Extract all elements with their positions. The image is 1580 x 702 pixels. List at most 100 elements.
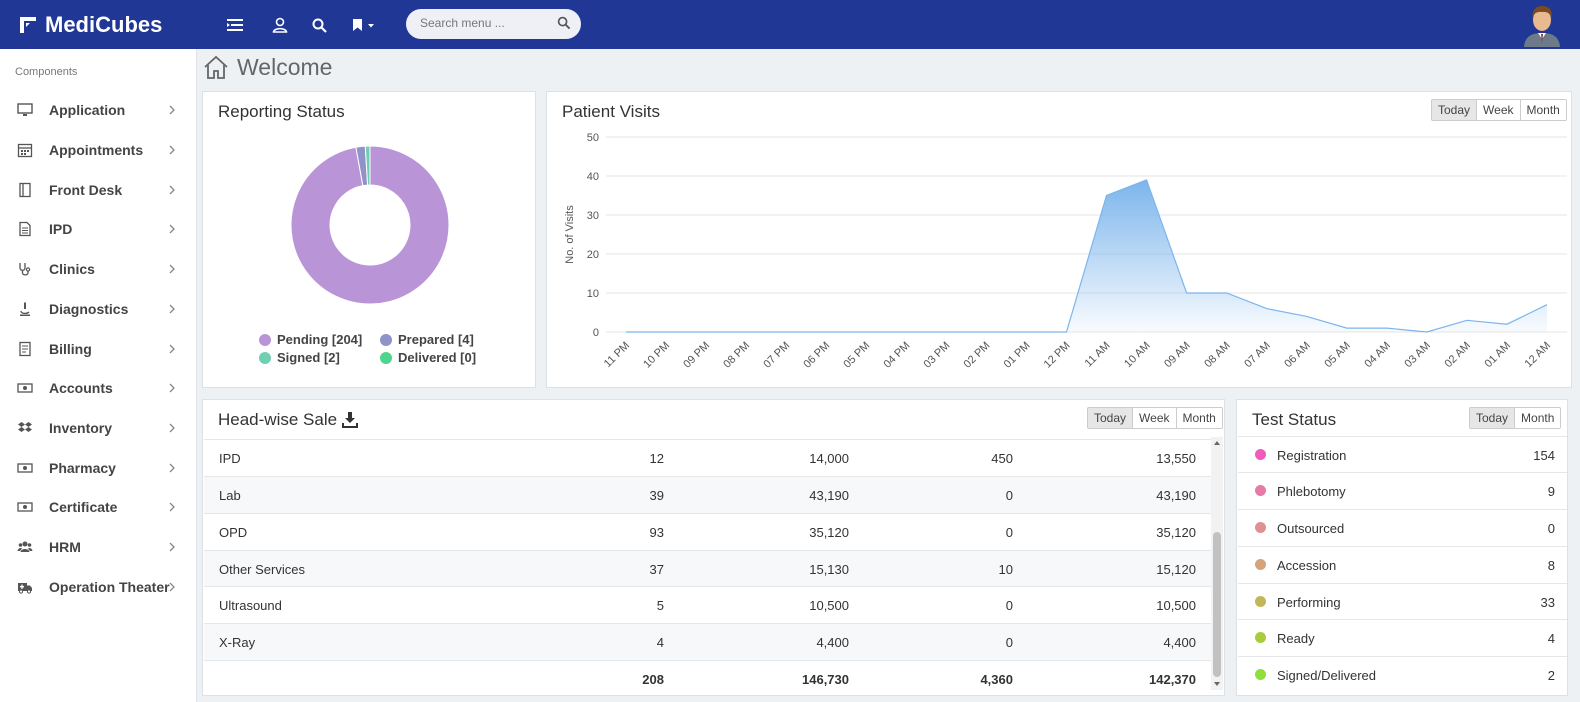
- status-label: Performing: [1277, 595, 1341, 610]
- sidebar-item-accounts[interactable]: Accounts: [0, 370, 197, 406]
- data-point[interactable]: [1060, 326, 1072, 338]
- user-avatar[interactable]: [1520, 3, 1564, 47]
- x-tick-label: 01 PM: [1002, 340, 1033, 371]
- sidebar-item-front-desk[interactable]: Front Desk: [0, 172, 197, 208]
- list-item[interactable]: Signed/Delivered 2: [1238, 656, 1567, 693]
- data-point[interactable]: [740, 326, 752, 338]
- legend-delivered[interactable]: Delivered [0]: [380, 350, 476, 365]
- list-item[interactable]: Registration 154: [1238, 436, 1567, 473]
- cell-head: Lab: [219, 488, 241, 503]
- tab-month[interactable]: Month: [1514, 408, 1561, 428]
- total-amount: 146,730: [802, 672, 849, 687]
- cell-net: 35,120: [1156, 525, 1196, 540]
- sidebar-item-clinics[interactable]: Clinics: [0, 251, 197, 287]
- tab-week[interactable]: Week: [1132, 408, 1176, 428]
- sidebar-item-inventory[interactable]: Inventory: [0, 410, 197, 446]
- download-icon[interactable]: [341, 411, 359, 429]
- tab-today[interactable]: Today: [1432, 100, 1477, 120]
- list-item[interactable]: Ready 4: [1238, 619, 1567, 656]
- cell-head: OPD: [219, 525, 248, 540]
- sidebar-item-label: Pharmacy: [49, 460, 116, 476]
- chevron-right-icon: [169, 423, 175, 433]
- legend-dot: [380, 351, 392, 364]
- menu-toggle-icon[interactable]: [223, 13, 247, 37]
- sidebar-item-hrm[interactable]: HRM: [0, 529, 197, 565]
- x-tick-label: 11 AM: [1083, 340, 1113, 370]
- sidebar-item-appointments[interactable]: Appointments: [0, 132, 197, 168]
- sidebar-item-application[interactable]: Application: [0, 92, 197, 128]
- chevron-right-icon: [169, 502, 175, 512]
- home-icon[interactable]: [203, 54, 229, 80]
- x-tick-label: 02 PM: [962, 340, 993, 371]
- data-point[interactable]: [1501, 318, 1513, 330]
- data-point[interactable]: [620, 326, 632, 338]
- tab-today[interactable]: Today: [1088, 408, 1133, 428]
- table-row: Lab 39 43,190 0 43,190: [204, 476, 1211, 513]
- x-tick-label: 01 AM: [1483, 340, 1514, 371]
- data-point[interactable]: [1181, 287, 1193, 299]
- sidebar-item-label: HRM: [49, 539, 81, 555]
- ambulance-icon: [18, 583, 32, 594]
- data-point[interactable]: [1101, 190, 1113, 202]
- data-point[interactable]: [900, 326, 912, 338]
- data-point[interactable]: [1381, 322, 1393, 334]
- stethoscope-icon: [19, 263, 31, 276]
- legend-prepared[interactable]: Prepared [4]: [380, 332, 474, 347]
- data-point[interactable]: [1141, 174, 1153, 186]
- data-point[interactable]: [820, 326, 832, 338]
- tab-week[interactable]: Week: [1476, 100, 1520, 120]
- data-point[interactable]: [1020, 326, 1032, 338]
- data-point[interactable]: [860, 326, 872, 338]
- y-tick-label: 10: [587, 288, 599, 300]
- sidebar-item-label: Certificate: [49, 499, 118, 515]
- donut-slice-0[interactable]: [290, 145, 450, 305]
- total-count: 208: [642, 672, 664, 687]
- data-point[interactable]: [700, 326, 712, 338]
- data-point[interactable]: [1541, 299, 1553, 311]
- list-item[interactable]: Phlebotomy 9: [1238, 472, 1567, 509]
- search-input[interactable]: [420, 16, 550, 30]
- user-icon[interactable]: [268, 13, 292, 37]
- data-point[interactable]: [1461, 314, 1473, 326]
- page-header: Welcome: [203, 52, 332, 82]
- sidebar-item-diagnostics[interactable]: Diagnostics: [0, 291, 197, 327]
- x-tick-label: 02 AM: [1442, 340, 1473, 371]
- billing-icon: [19, 341, 31, 357]
- tab-today[interactable]: Today: [1470, 408, 1515, 428]
- sidebar-item-operation-theater[interactable]: Operation Theater: [0, 569, 197, 605]
- sidebar-item-ipd[interactable]: IPD: [0, 211, 197, 247]
- data-point[interactable]: [1261, 303, 1273, 315]
- sidebar-item-label: Front Desk: [49, 182, 123, 198]
- data-point[interactable]: [780, 326, 792, 338]
- sidebar-item-pharmacy[interactable]: Pharmacy: [0, 450, 197, 486]
- donut-slice-2[interactable]: [364, 145, 371, 186]
- sale-table-scrollbar[interactable]: [1211, 437, 1223, 690]
- data-point[interactable]: [1341, 322, 1353, 334]
- data-point[interactable]: [980, 326, 992, 338]
- tab-month[interactable]: Month: [1519, 100, 1566, 120]
- data-point[interactable]: [1301, 310, 1313, 322]
- list-item[interactable]: Outsourced 0: [1238, 509, 1567, 546]
- legend-pending[interactable]: Pending [204]: [259, 332, 362, 347]
- frontdesk-icon: [19, 182, 31, 198]
- data-point[interactable]: [1421, 326, 1433, 338]
- cell-head: Ultrasound: [219, 598, 282, 613]
- search-icon[interactable]: [307, 13, 331, 37]
- microscope-icon: [20, 302, 30, 316]
- list-item[interactable]: Accession 8: [1238, 546, 1567, 583]
- data-point[interactable]: [660, 326, 672, 338]
- search-icon[interactable]: [557, 16, 571, 30]
- chevron-right-icon: [169, 304, 175, 314]
- legend-signed[interactable]: Signed [2]: [259, 350, 340, 365]
- list-item[interactable]: Performing 33: [1238, 583, 1567, 620]
- brand[interactable]: MediCubes: [18, 0, 162, 49]
- data-point[interactable]: [1221, 287, 1233, 299]
- status-count: 4: [1547, 631, 1555, 646]
- status-dot: [1255, 596, 1266, 607]
- bookmark-dropdown-icon[interactable]: [349, 13, 379, 37]
- sidebar-item-billing[interactable]: Billing: [0, 331, 197, 367]
- data-point[interactable]: [940, 326, 952, 338]
- tab-month[interactable]: Month: [1175, 408, 1222, 428]
- test-status-card: Test Status Today Month Registration 154 …: [1236, 399, 1568, 696]
- sidebar-item-certificate[interactable]: Certificate: [0, 489, 197, 525]
